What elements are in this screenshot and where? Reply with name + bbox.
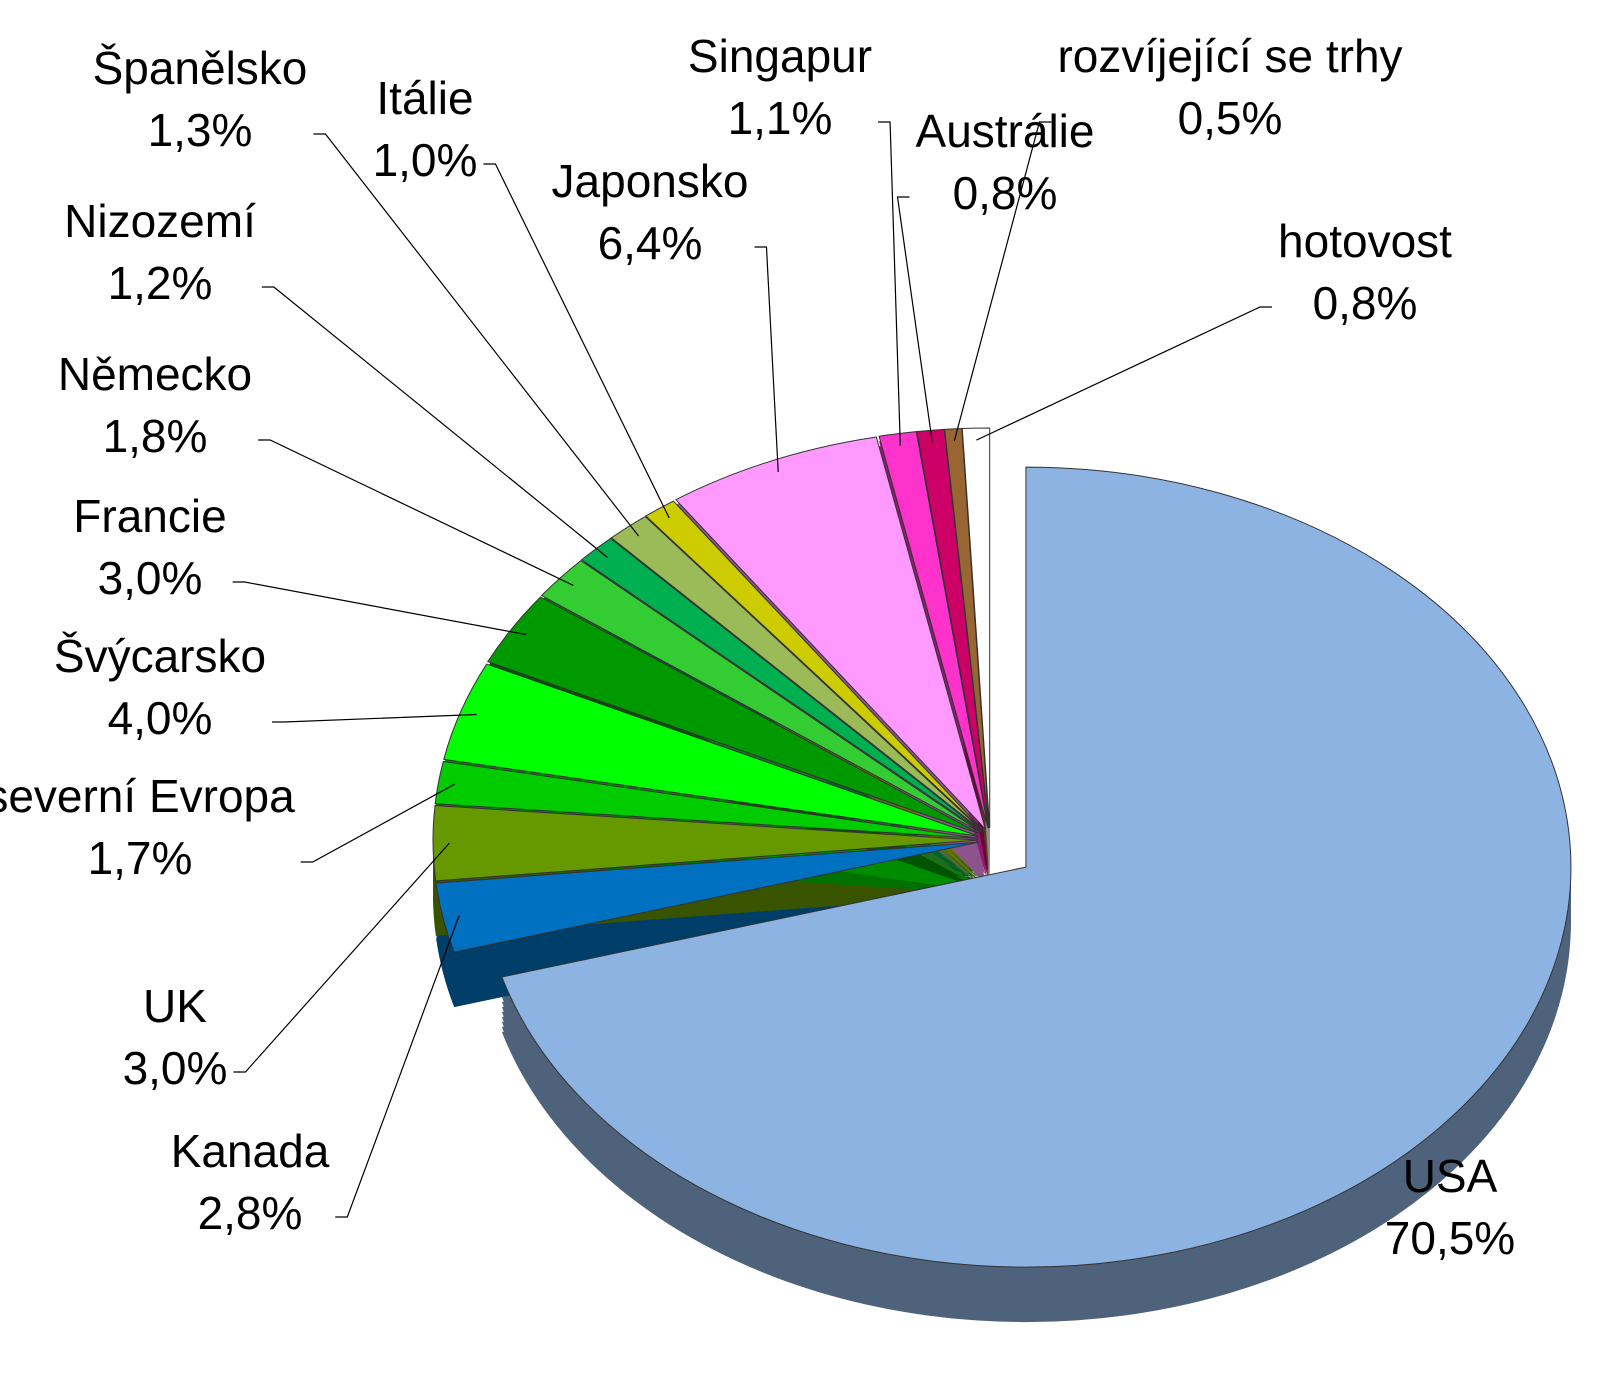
leader-line [313,133,640,537]
value-label: 1,3% [148,104,253,156]
slice [878,431,989,829]
slice [434,760,979,839]
slice-label: UK [143,980,207,1032]
value-label: 1,7% [88,832,193,884]
leader-line [232,581,527,636]
leader-line [335,915,460,1218]
slice-label: Francie [73,490,226,542]
slice [432,805,979,882]
leader-line [272,713,477,723]
slice [435,841,979,953]
slice-label: Španělsko [93,42,308,94]
slice [540,559,982,833]
slice-label: Německo [58,348,252,400]
leader-line [483,163,670,519]
leader-line [953,121,1052,442]
leader-line [233,842,450,1073]
slice-label: USA [1403,1150,1498,1202]
slice-label: hotovost [1278,215,1452,267]
value-label: 70,5% [1385,1212,1515,1264]
leader-line [261,286,608,558]
value-label: 0,5% [1178,92,1283,144]
value-label: 6,4% [598,217,703,269]
leader-line [258,439,574,586]
slice-label: Kanada [171,1125,330,1177]
slice-label: Nizozemí [64,195,256,247]
value-label: 1,0% [373,134,478,186]
slice-label: rozvíjející se trhy [1057,30,1402,82]
slice-label: Austrálie [916,105,1095,157]
value-label: 0,8% [1313,277,1418,329]
value-label: 4,0% [108,692,213,744]
slice-label: severní Evropa [0,770,295,822]
slice [961,427,991,829]
slice-label: Itálie [376,72,473,124]
slice-label: Japonsko [552,155,749,207]
slice [487,596,980,835]
value-label: 3,0% [98,552,203,604]
leader-line [300,783,455,863]
value-label: 2,8% [198,1187,303,1239]
leader-line [878,121,901,446]
leader-line [896,196,933,443]
slice [443,663,979,837]
value-label: 1,2% [108,257,213,309]
slice-label: Singapur [688,30,872,82]
value-label: 3,0% [123,1042,228,1094]
slice [610,515,983,832]
slice [675,436,986,830]
value-label: 1,1% [728,92,833,144]
slice [645,500,984,831]
leader-line [754,246,779,473]
value-label: 1,8% [103,410,208,462]
slice [580,537,982,832]
slice-label: Švýcarsko [54,630,266,682]
slice [501,466,1572,1268]
leader-line [976,306,1273,441]
value-label: 0,8% [953,167,1058,219]
